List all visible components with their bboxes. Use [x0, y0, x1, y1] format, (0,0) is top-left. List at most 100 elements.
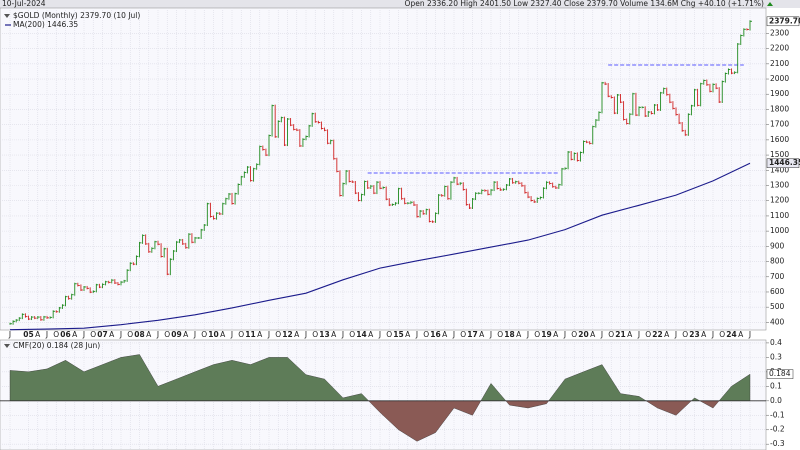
- price-bar: [287, 118, 290, 147]
- x-tick-label: 08: [134, 330, 144, 339]
- x-tick-label: 18: [504, 330, 514, 339]
- price-bar: [589, 141, 592, 145]
- price-bar: [188, 233, 191, 249]
- price-bar: [262, 145, 265, 151]
- price-bar: [524, 184, 527, 194]
- y-tick-label: 800: [770, 257, 785, 266]
- price-bar: [148, 242, 151, 253]
- price-bar: [549, 181, 552, 185]
- x-tick-label: 24: [726, 330, 736, 339]
- x-tick-label: J: [563, 330, 566, 339]
- price-bar: [592, 125, 595, 145]
- x-tick-label: 07: [97, 330, 107, 339]
- price-bar: [348, 170, 352, 183]
- price-bar: [49, 316, 53, 319]
- price-bar: [694, 88, 697, 107]
- price-bar: [703, 79, 706, 85]
- y-tick-label: 1500: [770, 150, 789, 159]
- price-bar: [18, 317, 22, 322]
- y-tick-label: 1600: [770, 135, 789, 144]
- price-bar: [206, 202, 210, 227]
- price-bar: [672, 101, 675, 110]
- price-bar: [555, 185, 558, 189]
- price-bar: [607, 83, 611, 98]
- price-bar: [370, 185, 373, 189]
- price-bar: [268, 134, 271, 157]
- price-bar: [265, 148, 268, 157]
- y-tick-label: 2100: [770, 59, 789, 68]
- price-bar: [493, 181, 497, 192]
- x-tick-label: A: [35, 330, 41, 339]
- price-bar: [61, 304, 65, 309]
- price-bar: [459, 182, 463, 186]
- x-tick-label: A: [442, 330, 448, 339]
- ma-label-box: [766, 158, 800, 168]
- x-tick-label: 19: [541, 330, 551, 339]
- price-bar: [644, 106, 648, 117]
- y-tick-label: 2300: [770, 28, 789, 37]
- price-bar: [283, 116, 287, 147]
- y-tick-label: 600: [770, 287, 785, 296]
- price-bar: [163, 247, 167, 258]
- price-bar: [712, 83, 715, 93]
- price-bar: [157, 240, 160, 246]
- price-bar: [342, 182, 345, 197]
- price-bar: [394, 202, 398, 206]
- y-tick-label: 500: [770, 302, 785, 311]
- y-tick-label: -0.3: [770, 439, 785, 448]
- price-bar: [576, 152, 580, 162]
- x-tick-label: 13: [319, 330, 329, 339]
- price-bar: [616, 94, 620, 115]
- price-bar: [546, 181, 549, 190]
- price-bar: [419, 210, 423, 218]
- price-bar: [354, 181, 358, 195]
- price-bar: [111, 279, 114, 284]
- price-bar: [635, 92, 638, 117]
- price-bar: [401, 187, 404, 200]
- price-bar: [681, 121, 685, 132]
- price-bar: [105, 280, 108, 286]
- price-bar: [610, 95, 614, 99]
- price-bar: [579, 151, 583, 162]
- price-bar: [398, 187, 401, 205]
- x-tick-label: J: [637, 330, 640, 339]
- price-bar: [324, 127, 327, 132]
- price-bar: [666, 87, 669, 96]
- price-bar: [561, 167, 564, 186]
- price-bar: [468, 203, 472, 210]
- price-bar: [194, 236, 197, 244]
- price-bar: [660, 91, 663, 111]
- price-bar: [293, 124, 296, 131]
- price-bar: [558, 183, 561, 189]
- price-bar: [160, 243, 164, 258]
- price-bar: [444, 185, 447, 197]
- x-tick-label: O: [238, 330, 244, 339]
- x-tick-label: J: [452, 330, 455, 339]
- price-bar: [330, 139, 333, 145]
- price-bar: [638, 106, 641, 117]
- x-tick-label: O: [571, 330, 577, 339]
- price-bar: [567, 151, 571, 170]
- x-tick-label: O: [90, 330, 96, 339]
- price-bar: [481, 189, 484, 195]
- y-tick-label: 2200: [770, 44, 789, 53]
- price-bar: [351, 180, 355, 184]
- price-bar: [357, 192, 361, 202]
- price-bar: [77, 282, 80, 287]
- y-tick-label: -0.2: [770, 425, 785, 434]
- price-bar: [573, 152, 577, 161]
- price-bar: [521, 182, 524, 187]
- price-bar: [31, 316, 34, 321]
- up-icon: [767, 2, 773, 6]
- y-tick-label: 0.4: [770, 338, 782, 347]
- price-bar: [533, 199, 537, 203]
- price-bar: [431, 220, 435, 223]
- x-tick-label: J: [748, 330, 751, 339]
- price-bar: [145, 234, 148, 245]
- price-bar: [586, 140, 589, 144]
- x-tick-label: O: [312, 330, 318, 339]
- price-bar: [240, 175, 244, 186]
- price-bar: [203, 224, 207, 231]
- price-bar: [376, 181, 379, 195]
